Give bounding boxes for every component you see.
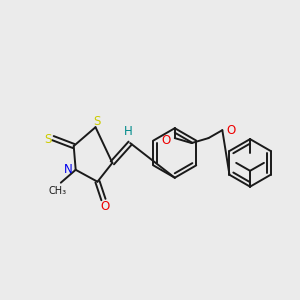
Text: N: N	[63, 163, 72, 176]
Text: O: O	[101, 200, 110, 213]
Text: O: O	[226, 124, 236, 137]
Text: H: H	[124, 125, 133, 138]
Text: S: S	[44, 133, 52, 146]
Text: O: O	[161, 134, 170, 147]
Text: CH₃: CH₃	[49, 186, 67, 196]
Text: S: S	[93, 115, 100, 128]
